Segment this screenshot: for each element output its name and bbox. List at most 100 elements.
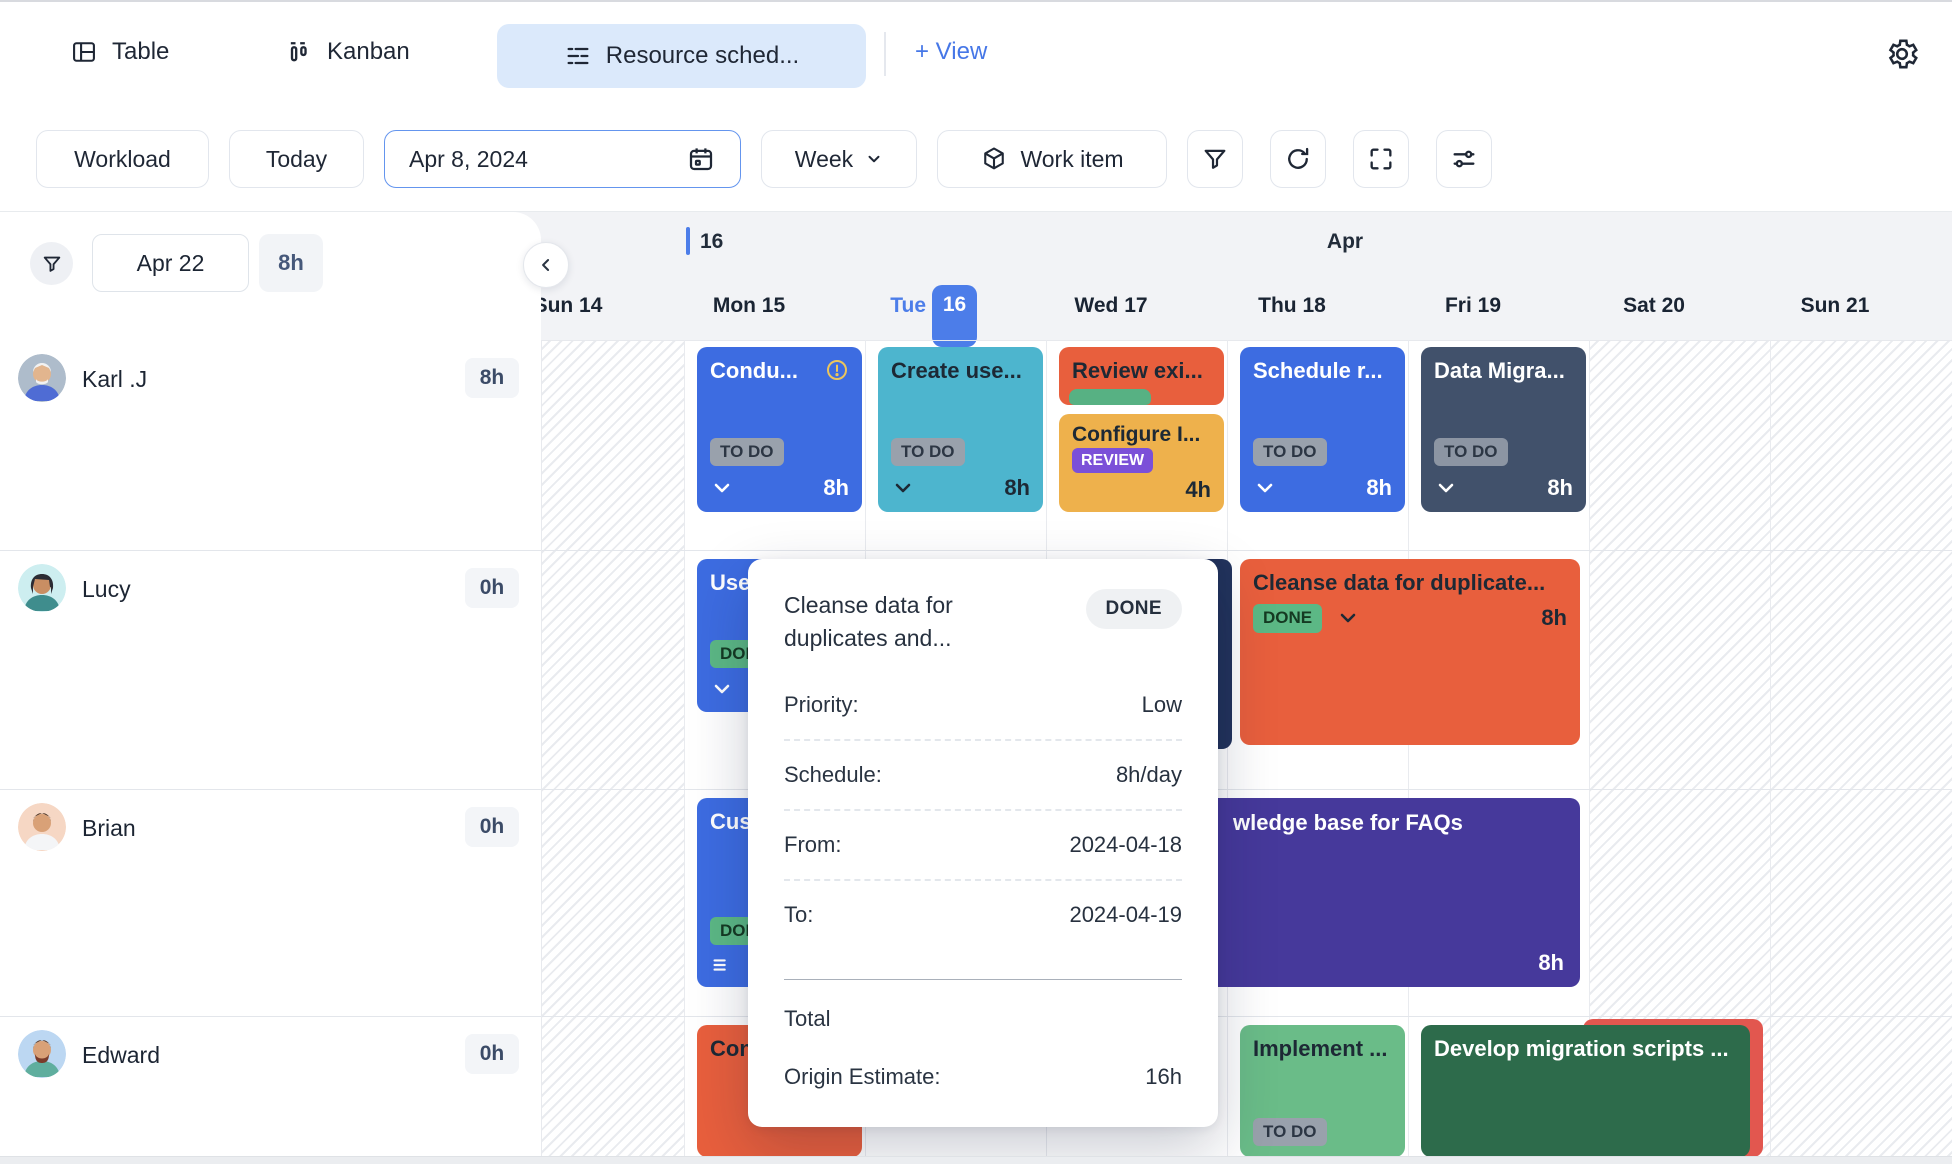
task-card-conduct[interactable]: Condu... TO DO 8h [697,347,862,512]
range-select-value: Week [794,145,854,172]
date-picker[interactable]: Apr 8, 2024 [384,130,741,188]
status-chip: TO DO [1253,1117,1327,1146]
resource-sidebar [0,212,541,1160]
kanban-icon [285,38,313,66]
person-name: Karl .J [82,366,148,392]
expand-chevron-icon[interactable] [710,476,734,500]
work-item-button[interactable]: Work item [937,130,1167,188]
task-title: Implement ... [1253,1036,1388,1061]
settings-gear-icon[interactable] [1884,36,1920,72]
sidebar-date-filter-value: Apr 22 [136,249,205,276]
task-hours: 8h [1366,475,1392,500]
expand-chevron-icon[interactable] [891,476,915,500]
task-title: Schedule r... [1253,358,1383,383]
workload-button[interactable]: Workload [36,130,209,188]
filter-funnel-icon [1204,149,1226,169]
refresh-icon [1288,147,1309,169]
task-title: Condu... [710,358,798,383]
tab-resource-scheduling[interactable]: Resource sched... [497,24,866,88]
resource-scheduling-icon [564,42,592,70]
task-title: Cleanse data for duplicate... [1253,570,1546,595]
day-header-wed-17: Wed 17 [1074,294,1148,317]
grid-vline [1589,340,1590,1157]
popup-row-value: 2024-04-19 [1069,902,1182,927]
range-select[interactable]: Week [761,130,917,188]
add-view-button[interactable]: + View [915,2,987,102]
task-title: wledge base for FAQs [1233,810,1463,835]
popup-row-label: Schedule: [784,762,882,787]
day-header-sat-20: Sat 20 [1623,294,1685,317]
task-card-implement[interactable]: Implement ... TO DO [1240,1025,1405,1157]
task-card-configure[interactable]: Configure I... REVIEW 4h [1059,414,1224,512]
filter-funnel-icon [43,256,60,272]
fullscreen-icon [1370,148,1392,170]
expand-chevron-icon[interactable] [1253,476,1277,500]
table-icon [70,38,98,66]
tab-table[interactable]: Table [70,2,169,102]
person-name: Lucy [82,576,131,602]
task-hours: 8h [1547,475,1573,500]
popup-row-from: From: 2024-04-18 [784,811,1182,881]
grid-vline [684,340,685,1157]
calendar-icon [686,144,716,174]
expand-chevron-icon[interactable] [1336,606,1360,630]
status-chip: REVIEW [1072,447,1154,473]
task-title: Create use... [891,358,1022,383]
day-header-sun-14: Sun 14 [533,294,603,317]
person-row-lucy[interactable]: Lucy 0h [0,550,541,789]
grid-vline [1408,340,1409,1157]
sidebar-filter-button[interactable] [30,242,73,285]
month-label: Apr [1326,230,1364,253]
drag-handle-icon[interactable] [710,954,732,976]
task-hours: 8h [1541,605,1567,631]
filter-button[interactable] [1187,130,1243,188]
task-card-data-migration[interactable]: Data Migra... TO DO 8h [1421,347,1586,512]
person-hours-badge: 8h [465,358,519,398]
popup-row-value: 16h [1145,1064,1182,1089]
chevron-left-icon [542,259,550,271]
refresh-button[interactable] [1270,130,1326,188]
task-details-popup: Cleanse data for duplicates and... DONE … [748,559,1218,1127]
today-button[interactable]: Today [229,130,364,188]
popup-row-to: To: 2024-04-19 [784,881,1182,949]
avatar-karl [18,354,66,402]
warning-icon [825,358,849,382]
day-header-mon-15: Mon 15 [712,294,786,317]
workload-label: Workload [74,145,171,172]
task-card-schedule[interactable]: Schedule r... TO DO 8h [1240,347,1405,512]
popup-row-label: Origin Estimate: [784,1064,941,1089]
person-hours-badge: 0h [465,807,519,847]
task-title: Configure I... [1072,423,1201,446]
task-hours: 8h [1004,475,1030,500]
horizontal-scrollbar-track[interactable] [0,1156,1952,1164]
collapse-sidebar-button[interactable] [523,242,569,288]
sidebar-date-filter[interactable]: Apr 22 [92,234,249,292]
capacity-value: 8h [278,250,304,275]
status-chip: DONE [1253,604,1323,633]
popup-row-priority: Priority: Low [784,671,1182,741]
person-row-edward[interactable]: Edward 0h [0,1016,541,1157]
tab-resource-scheduling-label: Resource sched... [605,42,800,69]
person-name: Edward [82,1042,160,1068]
task-card-develop-migration[interactable]: Develop migration scripts ... [1421,1025,1750,1157]
person-row-karl[interactable]: Karl .J 8h [0,340,541,550]
task-hours: 4h [1185,477,1211,502]
task-card-create-user[interactable]: Create use... TO DO 8h [878,347,1043,512]
expand-chevron-icon[interactable] [1434,476,1458,500]
fullscreen-button[interactable] [1353,130,1409,188]
display-options-button[interactable] [1436,130,1492,188]
popup-status-badge: DONE [1085,589,1182,629]
task-title: Use [710,570,751,595]
task-card-review-existing[interactable]: Review exi... [1059,347,1224,405]
tab-kanban[interactable]: Kanban [285,2,410,102]
capacity-chip[interactable]: 8h [259,234,323,292]
tab-table-label: Table [112,38,170,65]
task-hours: 8h [823,475,849,500]
task-card-cleanse-data[interactable]: Cleanse data for duplicate... DONE 8h [1240,559,1580,745]
popup-row-value: 8h/day [1115,762,1182,787]
grid-row-divider [0,550,1952,551]
person-row-brian[interactable]: Brian 0h [0,789,541,1016]
status-chip: TO DO [1253,437,1327,466]
expand-chevron-icon[interactable] [710,677,734,701]
